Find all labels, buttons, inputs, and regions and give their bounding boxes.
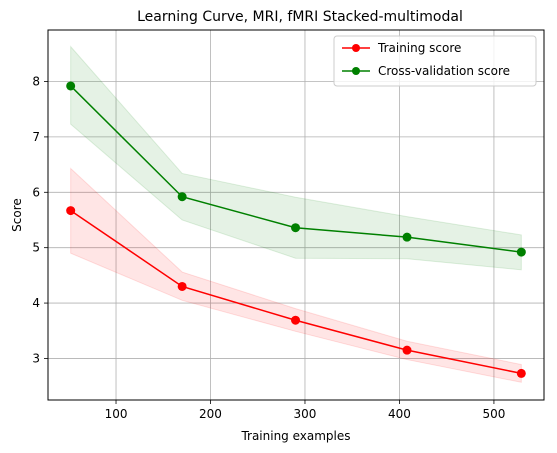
x-tick-label: 300 (294, 407, 317, 421)
y-tick-label: 3 (32, 351, 40, 365)
confidence-bands (70, 45, 522, 383)
y-axis-label: Score (10, 198, 24, 232)
point-training (402, 345, 412, 355)
x-tick-label: 400 (388, 407, 411, 421)
x-axis-label: Training examples (240, 429, 350, 443)
legend-label-training: Training score (377, 41, 461, 55)
grid (48, 30, 544, 400)
point-cv (66, 81, 76, 91)
point-cv (291, 223, 301, 233)
y-tick-label: 5 (32, 241, 40, 255)
y-tick-label: 8 (32, 75, 40, 89)
legend: Training score Cross-validation score (333, 35, 537, 87)
chart-title: Learning Curve, MRI, fMRI Stacked-multim… (137, 9, 463, 25)
y-tick-label: 4 (32, 296, 40, 310)
x-tick-label: 500 (482, 407, 505, 421)
legend-marker-training (352, 44, 360, 52)
point-training (177, 281, 187, 291)
legend-marker-cv (352, 67, 360, 75)
y-tick-label: 7 (32, 130, 40, 144)
point-training (516, 368, 526, 378)
plot-frame (47, 29, 545, 401)
x-tick-label: 200 (199, 407, 222, 421)
x-axis-ticks: 100 200 300 400 500 (105, 400, 505, 421)
band-training (70, 167, 522, 383)
series-points (66, 81, 526, 378)
band-cv (70, 45, 522, 271)
point-training (66, 206, 76, 216)
point-cv (402, 232, 412, 242)
y-axis-ticks: 3 4 5 6 7 8 (32, 75, 48, 365)
y-tick-label: 6 (32, 185, 40, 199)
legend-box (333, 35, 537, 87)
point-training (291, 315, 301, 325)
point-cv (516, 247, 526, 257)
point-cv (177, 192, 187, 202)
legend-label-cv: Cross-validation score (378, 64, 510, 78)
x-tick-label: 100 (105, 407, 128, 421)
